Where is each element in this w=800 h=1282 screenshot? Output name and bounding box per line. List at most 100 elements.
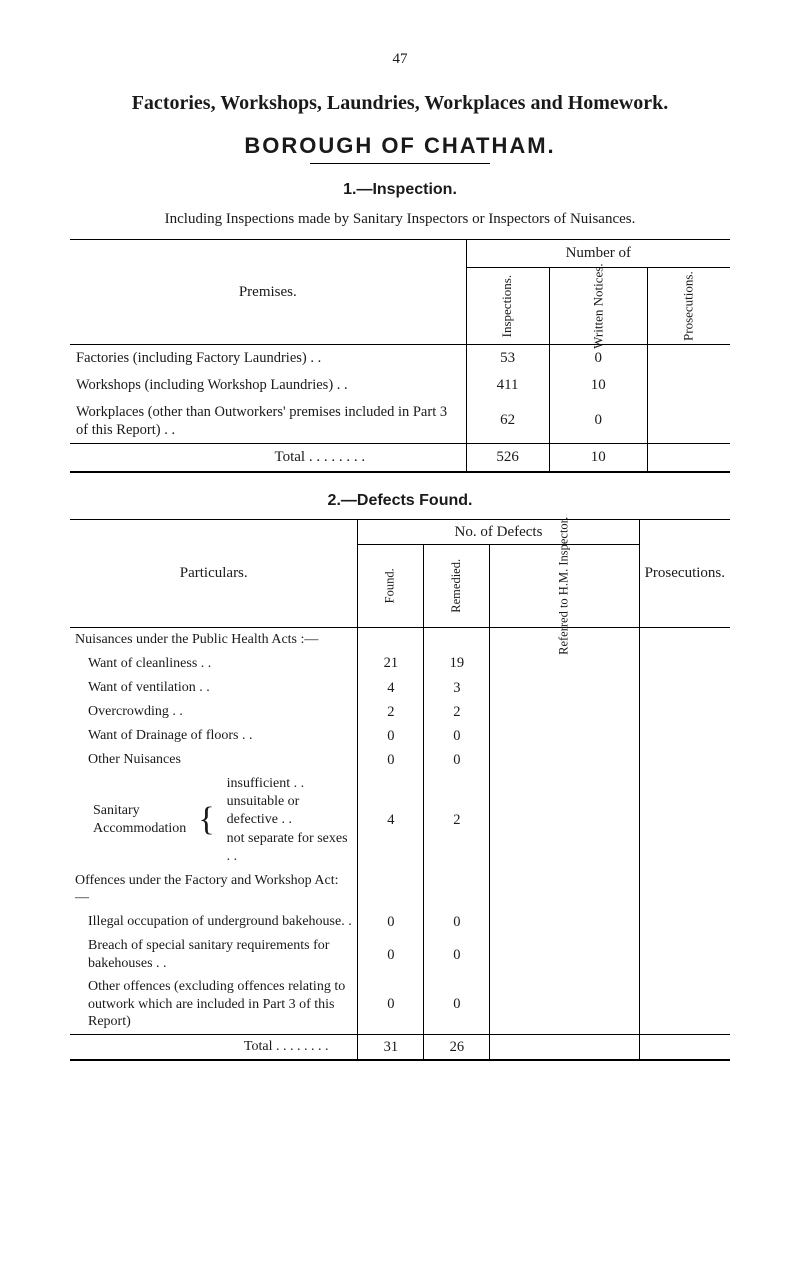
cell (639, 748, 730, 772)
section1-lead: Including Inspections made by Sanitary I… (80, 210, 720, 229)
cell: 2 (358, 700, 424, 724)
col-referred: Referred to H.M. Inspector. (527, 517, 603, 655)
row-label: Overcrowding . . (70, 700, 358, 724)
row-label: Want of ventilation . . (70, 676, 358, 700)
page-number: 47 (70, 50, 730, 69)
cell: 2 (424, 700, 490, 724)
total-row: Total . . . . . . . . 526 10 (70, 443, 730, 471)
table-row: Nuisances under the Public Health Acts :… (70, 627, 730, 651)
cell (639, 910, 730, 934)
cell: 53 (466, 345, 549, 372)
cell (639, 700, 730, 724)
cell: 62 (466, 399, 549, 444)
cell (639, 724, 730, 748)
divider (310, 163, 490, 164)
total-label: Total . . . . . . . . (70, 1034, 358, 1060)
table-row: Offences under the Factory and Workshop … (70, 869, 730, 910)
row-label: Other Nuisances (70, 748, 358, 772)
cell: 0 (424, 748, 490, 772)
cell: 0 (358, 975, 424, 1034)
cell (639, 1034, 730, 1060)
col-prosecutions: Prosecutions. (655, 271, 723, 341)
cell: 0 (358, 910, 424, 934)
col-remedied: Remedied. (419, 559, 495, 613)
cell (490, 1034, 639, 1060)
cell (639, 869, 730, 910)
total-row: Total . . . . . . . . 31 26 (70, 1034, 730, 1060)
cell (490, 748, 639, 772)
col-found: Found. (353, 569, 429, 604)
col-inspections: Inspections. (473, 275, 541, 337)
table-row: Overcrowding . .22 (70, 700, 730, 724)
cell (648, 345, 731, 372)
premises-header: Premises. (70, 240, 466, 345)
cell (490, 869, 639, 910)
defects-table: Particulars. No. of Defects Prosecutions… (70, 519, 730, 1061)
cell (490, 910, 639, 934)
cell (490, 934, 639, 975)
cell: 411 (466, 372, 549, 399)
cell: 0 (424, 910, 490, 934)
particulars-header: Particulars. (70, 519, 358, 627)
cell: 31 (358, 1034, 424, 1060)
table-row: Illegal occupation of underground bakeho… (70, 910, 730, 934)
cell (639, 772, 730, 869)
cell: 4 (358, 772, 424, 869)
table-row: Workplaces (other than Outworkers' premi… (70, 399, 730, 444)
cell (648, 372, 731, 399)
col-written-notices: Written Notices. (564, 263, 632, 348)
inspections-table: Premises. Number of Inspections. Written… (70, 239, 730, 473)
cell: 0 (358, 934, 424, 975)
cell: 0 (424, 934, 490, 975)
cell: 19 (424, 651, 490, 675)
cell: 0 (358, 748, 424, 772)
table-row: Sanitary Accommodation{insufficient . . … (70, 772, 730, 869)
row-label: Illegal occupation of underground bakeho… (70, 910, 358, 934)
cell (490, 724, 639, 748)
row-label: Nuisances under the Public Health Acts :… (70, 627, 358, 651)
cell (639, 627, 730, 651)
cell (490, 651, 639, 675)
row-label: Breach of special sanitary requirements … (70, 934, 358, 975)
cell (424, 627, 490, 651)
table-row: Other offences (excluding offences relat… (70, 975, 730, 1034)
cell: 526 (466, 443, 549, 471)
cell: 21 (358, 651, 424, 675)
cell: 3 (424, 676, 490, 700)
cell (424, 869, 490, 910)
cell (490, 676, 639, 700)
cell: 10 (549, 372, 647, 399)
cell: 10 (549, 443, 647, 471)
table-row: Workshops (including Workshop Laundries)… (70, 372, 730, 399)
cell: 0 (424, 975, 490, 1034)
section2-heading: 2.—Defects Found. (70, 491, 730, 511)
cell (490, 700, 639, 724)
cell (358, 627, 424, 651)
cell: 4 (358, 676, 424, 700)
table-row: Want of ventilation . .43 (70, 676, 730, 700)
cell (490, 772, 639, 869)
total-label: Total . . . . . . . . (70, 443, 466, 471)
cell: 26 (424, 1034, 490, 1060)
row-label: Offences under the Factory and Workshop … (70, 869, 358, 910)
main-title: Factories, Workshops, Laundries, Workpla… (70, 91, 730, 116)
table-row: Want of cleanliness . .2119 (70, 651, 730, 675)
cell (639, 651, 730, 675)
cell (648, 399, 731, 444)
row-label: Workplaces (other than Outworkers' premi… (70, 399, 466, 444)
row-label: Want of cleanliness . . (70, 651, 358, 675)
table-row: Want of Drainage of floors . .00 (70, 724, 730, 748)
borough-title: BOROUGH OF CHATHAM. (70, 132, 730, 160)
table-row: Other Nuisances00 (70, 748, 730, 772)
row-label: Sanitary Accommodation{insufficient . . … (70, 772, 358, 869)
cell (639, 676, 730, 700)
row-label: Workshops (including Workshop Laundries)… (70, 372, 466, 399)
cell: 0 (424, 724, 490, 748)
cell (648, 443, 731, 471)
row-label: Factories (including Factory Laundries) … (70, 345, 466, 372)
cell (358, 869, 424, 910)
cell: 0 (358, 724, 424, 748)
cell: 2 (424, 772, 490, 869)
cell (490, 975, 639, 1034)
row-label: Other offences (excluding offences relat… (70, 975, 358, 1034)
